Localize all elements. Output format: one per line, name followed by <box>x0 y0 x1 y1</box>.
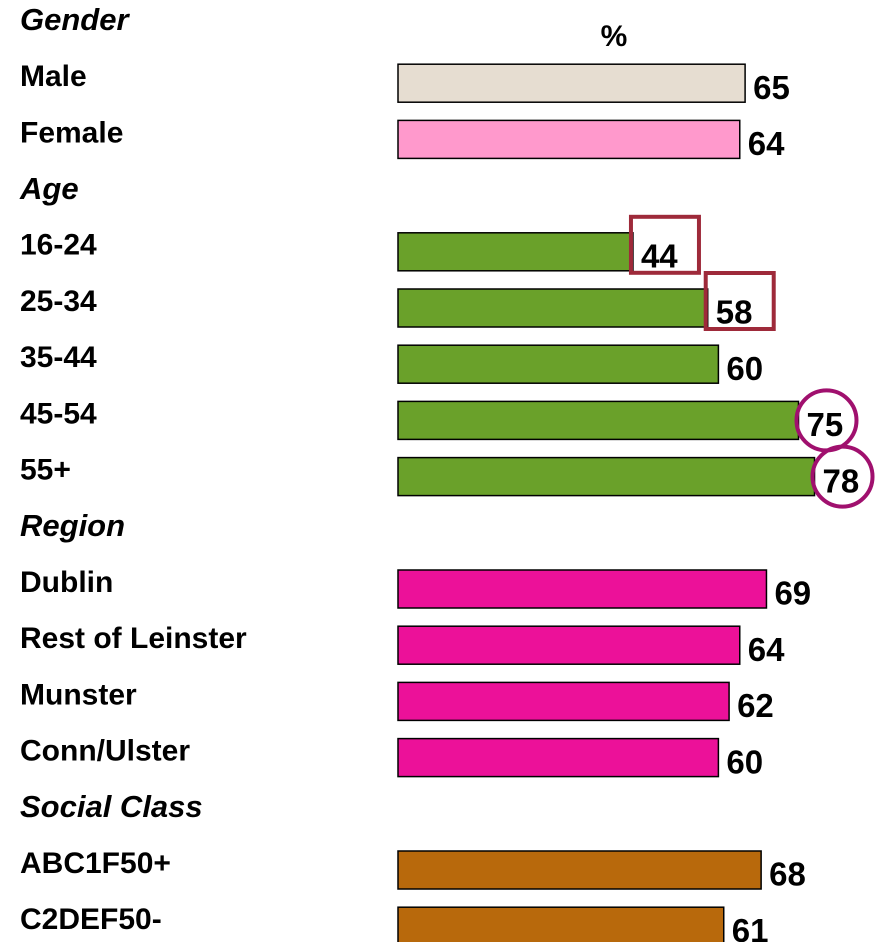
group-header: Age <box>19 171 79 206</box>
category-label: 45-54 <box>20 397 97 430</box>
category-label: Munster <box>20 678 137 711</box>
value-label: 62 <box>737 687 774 724</box>
bar <box>397 737 720 778</box>
category-label: Female <box>20 116 123 149</box>
bar <box>397 63 746 103</box>
category-label: 25-34 <box>20 285 97 318</box>
category-label: Conn/Ulster <box>20 735 190 768</box>
unit-label: % <box>601 20 628 53</box>
category-label: 55+ <box>20 454 71 487</box>
bar <box>397 232 634 272</box>
value-label: 60 <box>726 743 763 780</box>
bar <box>397 906 725 942</box>
category-label: 16-24 <box>20 229 97 262</box>
bar <box>397 569 768 609</box>
bar <box>397 681 730 722</box>
category-label: C2DEF50- <box>20 903 162 936</box>
bar <box>397 119 741 160</box>
bar <box>397 344 720 384</box>
group-header: Social Class <box>20 789 203 824</box>
value-label: 65 <box>753 69 790 106</box>
category-label: Dublin <box>20 566 113 599</box>
bar <box>397 288 709 328</box>
bar <box>397 456 816 497</box>
highlight-circle <box>810 444 875 509</box>
value-label: 58 <box>716 294 753 331</box>
value-label: 61 <box>732 912 769 942</box>
category-label: ABC1F50+ <box>20 847 171 880</box>
group-header: Gender <box>20 2 130 37</box>
value-label: 68 <box>769 856 806 893</box>
value-label: 64 <box>748 631 785 668</box>
category-label: Rest of Leinster <box>20 622 247 655</box>
value-label: 75 <box>807 406 844 443</box>
category-label: 35-44 <box>20 341 97 374</box>
bar <box>397 625 741 665</box>
value-label: 44 <box>641 238 678 275</box>
value-label: 64 <box>748 125 785 162</box>
highlight-box <box>628 214 701 275</box>
group-header: Region <box>20 508 125 543</box>
bar <box>397 850 762 890</box>
highlight-box <box>703 271 776 331</box>
category-label: Male <box>20 60 87 93</box>
value-label: 60 <box>726 350 763 387</box>
value-label: 78 <box>823 462 860 499</box>
value-label: 69 <box>774 575 811 612</box>
bar <box>397 400 800 441</box>
